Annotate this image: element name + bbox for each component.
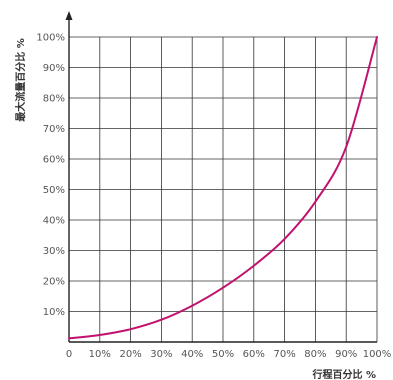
y-tick-label: 70% <box>43 124 65 135</box>
y-tick-labels: 10% 20% 30% 40% 50% 60% 70% 80% 90% 100% <box>36 33 65 319</box>
x-tick-label: 30% <box>150 349 172 360</box>
x-tick-labels: 0 10% 20% 30% 40% 50% 60% 70% 80% 90% 100% <box>66 349 391 360</box>
x-tick-label: 20% <box>119 349 141 360</box>
x-tick-label: 90% <box>335 349 357 360</box>
y-tick-label: 100% <box>36 33 65 44</box>
y-tick-label: 80% <box>43 94 65 105</box>
axes <box>65 11 377 343</box>
x-tick-label: 40% <box>181 349 203 360</box>
y-tick-label: 10% <box>43 307 65 318</box>
curve-layer <box>68 36 378 340</box>
x-tick-label: 80% <box>304 349 326 360</box>
y-tick-label: 50% <box>43 185 65 196</box>
x-tick-label: 70% <box>273 349 295 360</box>
x-tick-label: 60% <box>243 349 265 360</box>
grid <box>69 36 378 342</box>
y-tick-label: 40% <box>43 216 65 227</box>
x-tick-label: 100% <box>363 349 392 360</box>
x-tick-label: 50% <box>212 349 234 360</box>
y-axis-title: 最大流量百分比 % <box>14 38 27 122</box>
x-tick-label: 10% <box>89 349 111 360</box>
flow-curve-line <box>68 36 378 340</box>
y-axis-arrow <box>65 11 73 20</box>
y-tick-label: 90% <box>43 63 65 74</box>
y-tick-label: 20% <box>43 277 65 288</box>
x-tick-label: 0 <box>66 349 72 360</box>
y-tick-label: 60% <box>43 155 65 166</box>
x-axis-title: 行程百分比 % <box>311 368 376 380</box>
y-tick-label: 30% <box>43 246 65 257</box>
